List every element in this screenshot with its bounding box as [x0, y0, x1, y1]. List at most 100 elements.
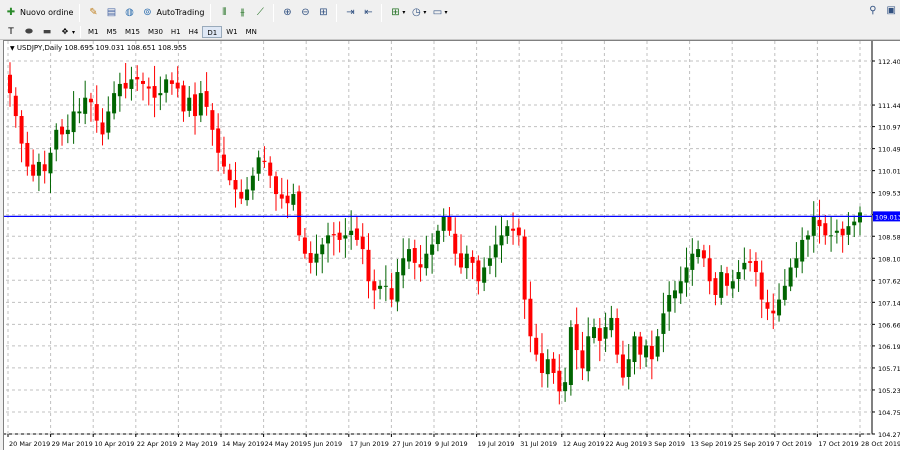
chart-menu-icon[interactable]: ▼ — [10, 45, 15, 52]
candle-bear — [331, 234, 336, 236]
bar-chart-icon: ⫴ — [222, 6, 227, 18]
candle-bull — [690, 253, 695, 270]
toolbar-separator — [210, 3, 212, 22]
line-chart-button[interactable]: ⟋ — [251, 3, 269, 23]
candle-bull — [777, 299, 782, 316]
candle-bull — [164, 79, 169, 93]
zoom-out-button[interactable]: ⊖ — [296, 3, 314, 23]
candle-bear — [19, 116, 24, 144]
clock-icon: ◷ — [412, 6, 421, 18]
candle-bear — [615, 318, 620, 355]
candle-bear — [759, 272, 764, 300]
candle-bull — [245, 189, 250, 201]
candle-bull — [401, 258, 406, 276]
y-tick-label: 108.100 — [878, 255, 900, 263]
chevron-down-icon: ▾ — [402, 9, 406, 16]
candle-bear — [175, 82, 180, 89]
candle-bear — [453, 233, 458, 254]
search-icon[interactable]: ⚲ — [869, 5, 877, 16]
timeframe-m30[interactable]: M30 — [147, 28, 163, 36]
x-tick-label: 22 Apr 2019 — [137, 440, 177, 448]
candlestick-button[interactable]: ⫵ — [233, 3, 251, 23]
timeframe-h1[interactable]: H1 — [170, 28, 181, 36]
candle-bear — [412, 248, 417, 263]
candle-bull — [256, 157, 261, 174]
candle-bear — [140, 80, 145, 84]
zoom-in-button[interactable]: ⊕ — [278, 3, 296, 23]
x-tick-label: 7 Oct 2019 — [776, 440, 812, 448]
indicators-button[interactable]: ⊞ ▾ — [386, 3, 407, 23]
tile-windows-button[interactable]: ⊞ — [314, 3, 332, 23]
candle-bear — [354, 228, 359, 240]
timeframe-m1[interactable]: M1 — [88, 28, 99, 36]
candle-bear — [273, 176, 278, 195]
candle-bull — [320, 244, 325, 255]
y-tick-label: 106.660 — [878, 321, 900, 329]
shape-button[interactable]: ⬬ — [20, 22, 38, 42]
candle-bull — [632, 336, 637, 363]
x-tick-label: 3 Sep 2019 — [648, 440, 685, 448]
new-order-button[interactable]: ✚ Nuovo ordine — [2, 3, 75, 23]
candlestick-icon: ⫵ — [240, 6, 245, 18]
x-tick-label: 13 Sep 2019 — [691, 440, 732, 448]
candle-bull — [626, 359, 631, 377]
candle-bull — [482, 267, 487, 283]
rectangle-button[interactable]: ▬ — [38, 22, 56, 42]
timeframe-mn[interactable]: MN — [245, 28, 257, 36]
indicators-icon: ⊞ — [391, 6, 400, 18]
secondary-toolbar: T ⬬ ▬ ✥ ▾ M1 M5 M15 M30 H1 H4 D1 W1 MN — [0, 25, 900, 40]
candle-bull — [736, 272, 741, 280]
timeframe-d1[interactable]: D1 — [202, 26, 223, 38]
price-chart[interactable]: 112.400 111.440 110.970 110.490 110.010 109.5… — [4, 41, 900, 450]
cursor-button[interactable]: T — [2, 22, 20, 42]
candle-bear — [268, 162, 273, 176]
candle-bull — [395, 272, 400, 302]
candle-bull — [441, 216, 446, 231]
y-tick-label: 108.580 — [878, 233, 900, 241]
x-tick-label: 19 Jul 2019 — [478, 440, 515, 448]
candle-bull — [383, 285, 388, 287]
candle-bear — [13, 95, 18, 117]
candle-bear — [262, 160, 267, 162]
candle-bear — [725, 273, 730, 286]
candle-bull — [129, 79, 134, 89]
timeframe-h4[interactable]: H4 — [188, 28, 199, 36]
candle-bull — [719, 272, 724, 298]
candle-bear — [418, 264, 423, 268]
autoscroll-button[interactable]: ⇤ — [359, 3, 377, 23]
candle-bear — [701, 250, 706, 259]
candle-bull — [730, 281, 735, 289]
candle-bull — [343, 235, 348, 239]
bar-chart-button[interactable]: ⫴ — [215, 3, 233, 23]
database-icon: ▤ — [106, 6, 117, 18]
candle-bear — [551, 358, 556, 373]
timeframe-m5[interactable]: M5 — [106, 28, 118, 36]
candle-bear — [516, 227, 521, 236]
history-center-button[interactable]: ▤ — [102, 3, 120, 23]
arrows-button[interactable]: ✥ ▾ — [56, 22, 77, 42]
y-tick-label: 105.230 — [878, 387, 900, 395]
candle-bull — [672, 290, 677, 299]
timeframe-w1[interactable]: W1 — [226, 28, 238, 36]
pencil-icon: ✎ — [89, 6, 98, 18]
candle-bull — [568, 327, 573, 385]
timeframe-m15[interactable]: M15 — [125, 28, 140, 36]
periods-button[interactable]: ◷ ▾ — [407, 3, 428, 23]
options-button[interactable]: ◍ — [120, 3, 138, 23]
candle-bear — [221, 154, 226, 167]
chat-icon[interactable]: ▣ — [886, 5, 896, 16]
candle-bull — [805, 235, 810, 240]
x-tick-label: 20 Mar 2019 — [9, 440, 50, 448]
candle-bear — [8, 74, 12, 94]
y-tick-label: 109.530 — [878, 190, 900, 198]
candle-bull — [545, 359, 550, 375]
candle-bull — [65, 129, 70, 135]
x-tick-label: 27 Jun 2019 — [392, 440, 431, 448]
y-tick-label: 112.400 — [878, 58, 900, 66]
expert-advisors-button[interactable]: ✎ — [84, 3, 102, 23]
autotrading-button[interactable]: ⊚ AutoTrading — [138, 3, 206, 23]
templates-button[interactable]: ▭ ▾ — [428, 3, 449, 23]
chart-shift-button[interactable]: ⇥ — [341, 3, 359, 23]
candle-bull — [586, 336, 591, 372]
chart-window[interactable]: 112.400 111.440 110.970 110.490 110.010 109.5… — [3, 40, 900, 450]
